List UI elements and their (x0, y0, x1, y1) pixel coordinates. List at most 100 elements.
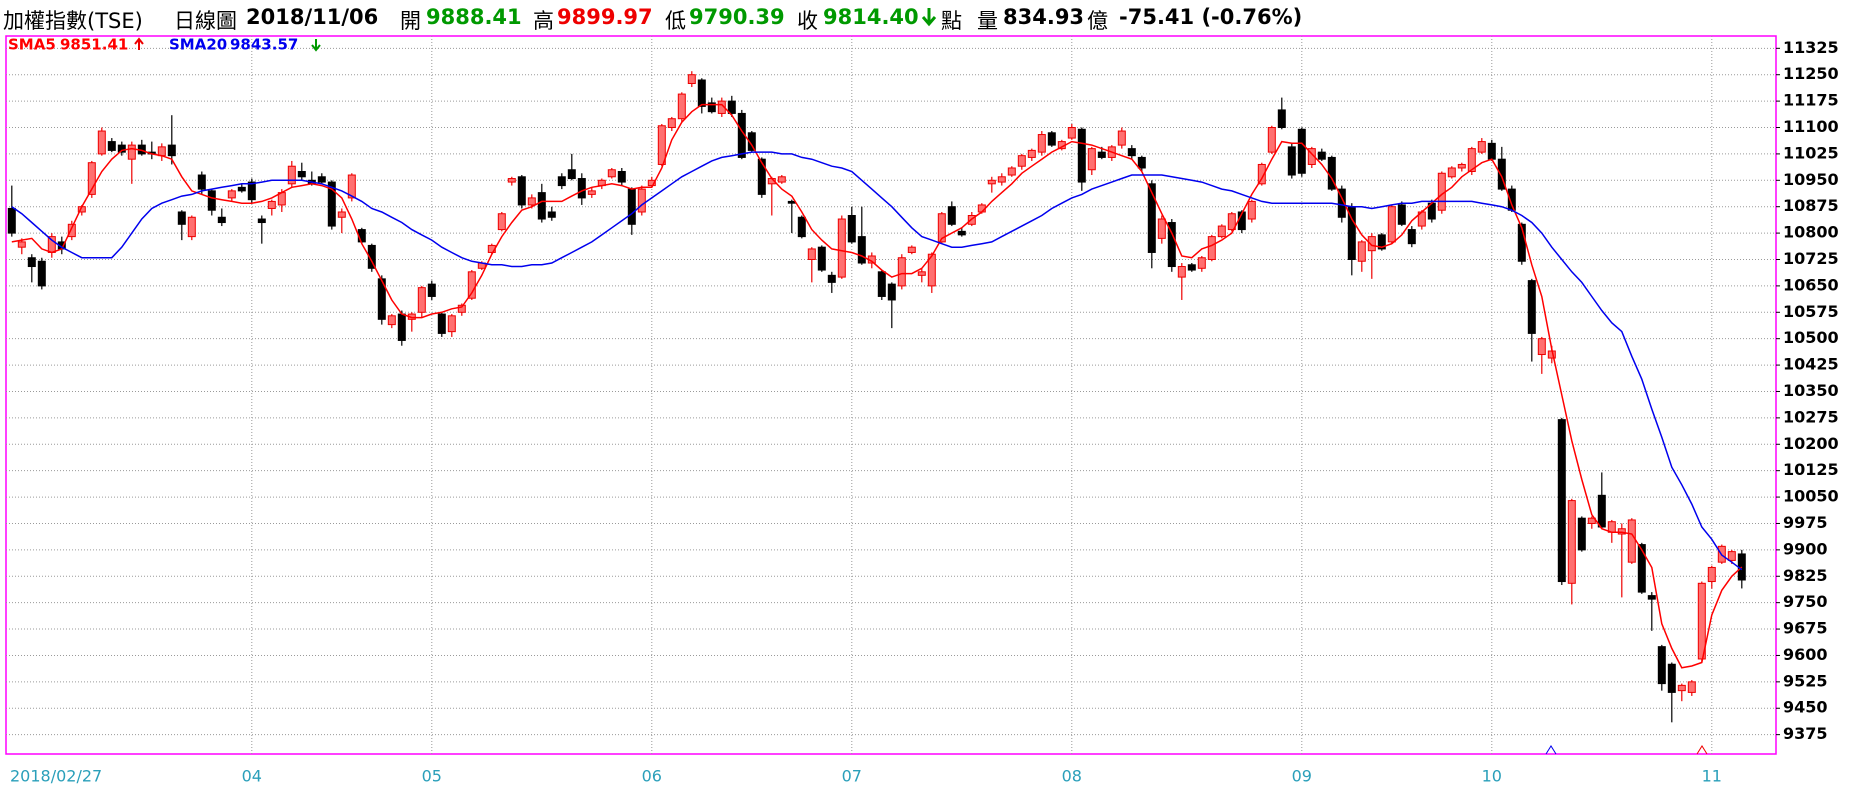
candle-body (267, 200, 276, 209)
close-value: 9814.40 (823, 5, 919, 29)
y-tick-label: 11175 (1783, 91, 1839, 110)
candle-body (427, 283, 436, 297)
candle-body (237, 186, 246, 192)
y-tick-label: 11325 (1783, 38, 1839, 57)
candle-body (987, 179, 996, 185)
candle-body (377, 278, 386, 320)
candle-body (417, 287, 426, 313)
candle-body (1637, 544, 1646, 593)
candle-body (1487, 142, 1496, 160)
y-tick-label: 10350 (1783, 381, 1839, 400)
candle-body (67, 223, 76, 238)
candle-body (617, 171, 626, 183)
candle-body (1077, 128, 1086, 183)
candle-body (1657, 646, 1666, 685)
candle-body (1567, 500, 1576, 584)
close-unit: 點 (941, 9, 962, 33)
plot-frame (5, 35, 1777, 755)
candle-body (1037, 134, 1046, 153)
candle-body (877, 271, 886, 297)
candle-body (107, 141, 116, 151)
candle-body (537, 192, 546, 220)
y-tick-label: 10500 (1783, 328, 1839, 347)
legend-label: SMA20 (169, 36, 227, 54)
candle-body (1177, 266, 1186, 278)
y-tick-label: 10425 (1783, 355, 1839, 374)
y-tick-label: 9450 (1783, 698, 1828, 717)
candle-body (1527, 280, 1536, 334)
candle-body (1097, 151, 1106, 158)
legend-value: 9851.41 (60, 36, 128, 54)
candle-body (1127, 148, 1136, 157)
candle-body (547, 211, 556, 218)
y-tick-label: 9750 (1783, 592, 1828, 611)
date: 2018/11/06 (246, 5, 379, 29)
volume-unit: 億 (1087, 9, 1108, 33)
x-tick-label: 2018/02/27 (10, 767, 102, 786)
candle-body (1537, 338, 1546, 356)
candle-body (1407, 229, 1416, 245)
y-tick-label: 10650 (1783, 275, 1839, 294)
up-arrow (134, 37, 144, 50)
y-tick-label: 9600 (1783, 645, 1828, 664)
signal-marker (1696, 745, 1708, 755)
candle-body (1467, 148, 1476, 173)
y-tick-label: 9675 (1783, 619, 1828, 638)
x-tick-label: 11 (1702, 767, 1722, 786)
candle-body (1727, 551, 1736, 561)
candle-body (1477, 141, 1486, 153)
candle-body (467, 271, 476, 299)
candle-body (207, 190, 216, 211)
candle-body (97, 130, 106, 155)
candle-body (217, 216, 226, 224)
candle-body (697, 79, 706, 107)
candle-body (157, 146, 166, 157)
candle-body (1357, 241, 1366, 262)
candle-body (447, 315, 456, 333)
candle-body (1157, 218, 1166, 239)
volume-label: 量 (977, 9, 998, 33)
candle-body (1117, 130, 1126, 146)
y-tick-label: 9900 (1783, 539, 1828, 558)
candle-body (837, 218, 846, 278)
candle-body (527, 197, 536, 206)
candle-body (927, 253, 936, 287)
x-tick-label: 09 (1292, 767, 1312, 786)
y-tick-label: 10200 (1783, 434, 1839, 453)
candle-body (897, 257, 906, 287)
candle-body (807, 248, 816, 260)
candle-body (367, 244, 376, 269)
y-tick-label: 9825 (1783, 566, 1828, 585)
y-tick-label: 11250 (1783, 64, 1839, 83)
candle-body (317, 176, 326, 183)
candle-body (1247, 200, 1256, 220)
x-tick-label: 10 (1482, 767, 1502, 786)
candle-body (1317, 151, 1326, 160)
candle-body (1707, 566, 1716, 583)
high-label: 高 (533, 9, 554, 33)
y-tick-label: 9975 (1783, 513, 1828, 532)
candle-body (1667, 663, 1676, 693)
candle-body (1367, 236, 1376, 252)
y-tick-label: 10725 (1783, 249, 1839, 268)
candle-body (397, 313, 406, 341)
candle-body (1557, 419, 1566, 583)
y-tick-label: 10950 (1783, 170, 1839, 189)
candle-body (1027, 149, 1036, 158)
x-tick-label: 06 (642, 767, 662, 786)
candle-body (87, 162, 96, 195)
candle-body (677, 93, 686, 120)
x-tick-label: 05 (422, 767, 442, 786)
candle-body (707, 102, 716, 113)
candle-body (887, 283, 896, 301)
candle-body (187, 216, 196, 238)
candle-body (227, 190, 236, 199)
candle-body (347, 174, 356, 199)
x-tick-label: 07 (842, 767, 862, 786)
candle-body (1197, 257, 1206, 269)
candle-body (937, 213, 946, 243)
candle-body (1017, 155, 1026, 167)
candle-body (1687, 681, 1696, 693)
candle-body (567, 169, 576, 180)
